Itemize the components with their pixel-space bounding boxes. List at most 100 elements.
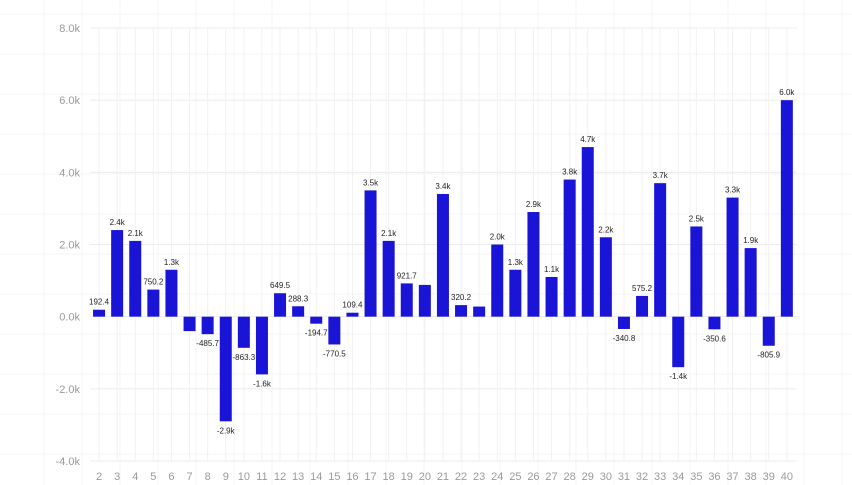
data-label: 1.1k	[544, 265, 560, 274]
x-tick-label: 12	[274, 471, 286, 483]
x-tick-label: 19	[401, 471, 413, 483]
bar	[455, 305, 468, 317]
bar	[129, 240, 142, 317]
x-tick-label: 22	[455, 471, 467, 483]
bar	[237, 316, 250, 348]
x-tick-label: 16	[346, 471, 358, 483]
bar	[183, 316, 196, 332]
data-label: -194.7	[305, 329, 328, 338]
x-tick-label: 40	[781, 471, 793, 483]
x-tick-label: 27	[545, 471, 557, 483]
data-label: 2.1k	[128, 229, 144, 238]
data-label: 575.2	[632, 284, 653, 293]
data-label: 921.7	[397, 271, 418, 280]
bar	[509, 269, 522, 317]
x-tick-label: 28	[564, 471, 576, 483]
x-tick-label: 20	[419, 471, 431, 483]
x-tick-label: 36	[708, 471, 720, 483]
x-tick-label: 37	[726, 471, 738, 483]
x-tick-label: 35	[690, 471, 702, 483]
data-label: 1.3k	[164, 258, 180, 267]
data-label: 2.9k	[526, 200, 542, 209]
bar	[436, 193, 449, 317]
bar	[473, 306, 486, 317]
x-tick-label: 32	[636, 471, 648, 483]
bar	[310, 316, 323, 324]
y-tick-label: -4.0k	[56, 456, 81, 468]
bar	[346, 312, 359, 317]
bar	[255, 316, 268, 375]
bar	[581, 147, 594, 317]
data-label: 2.5k	[689, 214, 705, 223]
x-tick-label: 8	[205, 471, 211, 483]
data-label: -1.6k	[253, 379, 272, 388]
y-axis-ticks: 8.0k 6.0k 4.0k 2.0k 0.0k -2.0k -4.0k	[56, 23, 81, 468]
data-label: -340.8	[613, 334, 636, 343]
x-tick-label: 6	[168, 471, 174, 483]
bar	[599, 237, 612, 317]
x-tick-label: 17	[364, 471, 376, 483]
x-tick-label: 10	[238, 471, 250, 483]
bar	[93, 309, 106, 317]
bar	[636, 295, 649, 317]
y-tick-label: -2.0k	[56, 384, 81, 396]
bar	[690, 226, 703, 317]
x-tick-label: 31	[618, 471, 630, 483]
bar	[292, 306, 305, 317]
data-label: 288.3	[288, 294, 309, 303]
x-tick-label: 5	[150, 471, 156, 483]
data-label: 3.4k	[435, 182, 451, 191]
data-label: 320.2	[451, 293, 472, 302]
y-tick-label: 8.0k	[59, 23, 80, 35]
x-tick-label: 4	[132, 471, 138, 483]
bar	[726, 197, 739, 317]
x-tick-label: 26	[527, 471, 539, 483]
bar	[400, 283, 413, 317]
data-label: -770.5	[323, 349, 346, 358]
bar	[617, 316, 630, 329]
x-tick-label: 3	[114, 471, 120, 483]
bar	[780, 100, 793, 317]
x-tick-label: 14	[310, 471, 322, 483]
bar	[165, 269, 178, 317]
data-label: 1.3k	[508, 258, 524, 267]
x-tick-label: 30	[600, 471, 612, 483]
x-tick-label: 7	[186, 471, 192, 483]
bar	[364, 190, 377, 317]
x-tick-label: 34	[672, 471, 684, 483]
bar	[654, 183, 667, 317]
data-label: 1.9k	[743, 236, 759, 245]
data-label: 3.5k	[363, 178, 379, 187]
data-label: 3.7k	[653, 171, 669, 180]
x-tick-label: 11	[256, 471, 267, 483]
bar	[527, 212, 540, 317]
data-label: 750.2	[143, 278, 164, 287]
x-tick-label: 21	[437, 471, 449, 483]
data-label: 192.4	[89, 298, 110, 307]
bar	[328, 316, 341, 345]
bar	[147, 289, 160, 317]
bar	[672, 316, 685, 368]
x-tick-label: 38	[745, 471, 757, 483]
y-tick-label: 0.0k	[59, 312, 80, 324]
bar	[418, 284, 431, 317]
bar	[382, 240, 395, 317]
data-label: 109.4	[342, 301, 363, 310]
data-label: -863.3	[233, 353, 256, 362]
data-label: 2.2k	[598, 225, 614, 234]
bar	[762, 316, 775, 346]
bar	[111, 230, 124, 317]
bar	[274, 293, 287, 317]
data-label: 649.5	[270, 281, 291, 290]
x-tick-label: 39	[763, 471, 775, 483]
x-tick-label: 24	[491, 471, 503, 483]
x-axis-ticks: 2 3 4 5 6 7 8 9 10 11 12 13 14 15 16 17 18 19 20 21 22 23 24 25…	[96, 471, 793, 483]
data-label: 2.0k	[490, 233, 506, 242]
data-label: 3.3k	[725, 186, 741, 195]
data-label: -485.7	[196, 339, 219, 348]
x-tick-label: 18	[383, 471, 395, 483]
data-label: -350.6	[703, 334, 726, 343]
data-label: 3.8k	[562, 168, 578, 177]
